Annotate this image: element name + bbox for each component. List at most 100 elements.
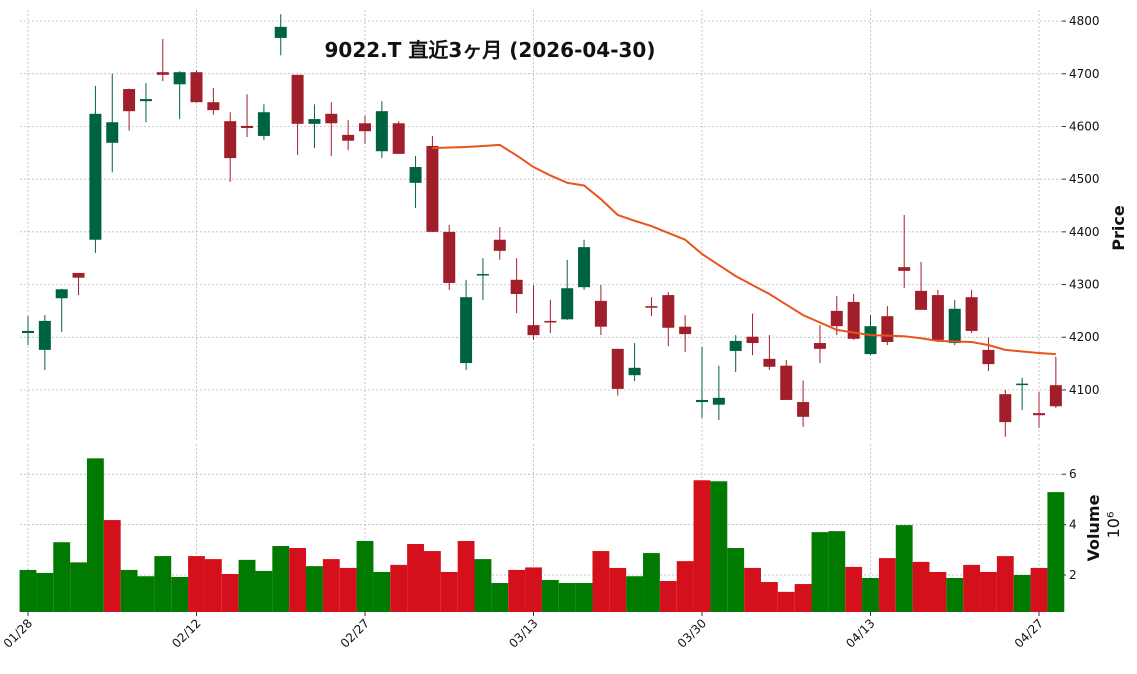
candle-body xyxy=(544,320,557,323)
volume-bar xyxy=(777,591,795,612)
volume-bar xyxy=(727,548,745,612)
candle-body xyxy=(72,272,85,278)
volume-bar xyxy=(963,564,981,612)
y-axis-label: Price xyxy=(1109,205,1128,251)
candle-body xyxy=(696,399,708,403)
volume-bar xyxy=(525,567,542,612)
candle-body xyxy=(375,111,388,152)
candle-body xyxy=(594,300,607,327)
volume-bar xyxy=(895,525,913,612)
candle-body xyxy=(291,74,304,124)
candle-body xyxy=(426,145,439,232)
candle-body xyxy=(712,397,725,405)
volume-bar xyxy=(188,556,205,612)
volume-bar xyxy=(171,576,189,612)
x-tick-label: 02/27 xyxy=(338,616,372,650)
y-tick-label: 4600 xyxy=(1069,119,1100,133)
candle-body xyxy=(325,113,338,124)
candle-body xyxy=(224,121,237,159)
candle-body xyxy=(797,402,810,417)
volume-bar xyxy=(373,571,391,612)
volume-bar xyxy=(912,561,930,612)
candle-body xyxy=(156,72,169,75)
candle-body xyxy=(813,343,826,349)
candle-body xyxy=(274,26,287,38)
candle-body xyxy=(628,367,641,376)
candle-body xyxy=(965,297,978,331)
candle-body xyxy=(780,365,793,400)
volume-bar xyxy=(491,583,509,612)
candle-body xyxy=(578,247,591,288)
volume-bar xyxy=(659,581,677,612)
moving-average-line xyxy=(432,143,1056,356)
candle-body xyxy=(476,274,489,276)
candle-body xyxy=(123,89,136,112)
candle-body xyxy=(645,306,658,308)
candle-body xyxy=(510,279,523,295)
volume-bar xyxy=(255,570,273,612)
volume-bar xyxy=(710,481,728,612)
candle-body xyxy=(22,330,34,334)
candle-body xyxy=(830,310,843,327)
candle-body xyxy=(898,267,911,271)
volume-bar xyxy=(693,480,711,612)
volume-bar xyxy=(1030,567,1048,612)
y-tick-label: 4500 xyxy=(1069,172,1100,186)
volume-bar xyxy=(862,577,879,612)
y-tick-label: 4800 xyxy=(1069,14,1100,28)
volume-bar xyxy=(19,569,37,612)
volume-bar xyxy=(1047,492,1065,612)
candle-body xyxy=(1016,383,1029,386)
volume-bar xyxy=(760,582,778,612)
candle-body xyxy=(527,325,540,336)
axis-multiplier: 10⁶ xyxy=(1104,512,1123,539)
candle-body xyxy=(864,326,877,355)
volume-bar xyxy=(53,542,71,612)
volume-bar xyxy=(575,583,593,612)
volume-bar xyxy=(306,566,323,612)
candle-body xyxy=(1033,413,1045,416)
y-tick-label: 4700 xyxy=(1069,67,1100,81)
volume-bar xyxy=(845,566,863,612)
volume-bar xyxy=(339,567,357,612)
volume-bar xyxy=(440,571,458,612)
x-tick-label: 03/13 xyxy=(506,616,540,650)
candle-body xyxy=(443,231,456,283)
y-tick-label: 4 xyxy=(1069,518,1077,532)
volume-bar xyxy=(744,567,761,612)
candle-body xyxy=(409,167,422,183)
candle-body xyxy=(931,295,944,340)
volume-bar xyxy=(70,562,87,612)
candle-body xyxy=(948,308,961,344)
candle-body xyxy=(493,239,506,251)
volume-bar xyxy=(238,559,256,612)
volume-bar xyxy=(289,548,307,612)
volume-bar xyxy=(103,520,121,612)
candle-body xyxy=(746,336,759,344)
candle-body xyxy=(1049,385,1062,407)
candle-body xyxy=(982,349,995,365)
volume-bar xyxy=(86,458,104,612)
volume-bar xyxy=(356,540,374,612)
candle-body xyxy=(190,72,203,103)
x-tick-label: 04/13 xyxy=(843,616,877,650)
volume-bar xyxy=(828,531,846,612)
volume-bar xyxy=(541,580,559,612)
volume-bar xyxy=(929,571,947,612)
candle-body xyxy=(392,123,405,154)
y-tick-label: 2 xyxy=(1069,568,1077,582)
candle-body xyxy=(89,113,102,240)
candle-body xyxy=(999,394,1012,423)
volume-bar xyxy=(120,569,138,612)
volume-bar xyxy=(508,569,526,612)
candle-body xyxy=(173,72,186,85)
volume-bar xyxy=(811,532,829,612)
candle-body xyxy=(460,297,473,364)
candle-body xyxy=(561,288,574,320)
volume-bar xyxy=(643,553,660,612)
candle-body xyxy=(207,102,220,111)
candle-body xyxy=(881,316,894,342)
volume-bar xyxy=(558,583,576,612)
volume-bar xyxy=(474,559,492,612)
